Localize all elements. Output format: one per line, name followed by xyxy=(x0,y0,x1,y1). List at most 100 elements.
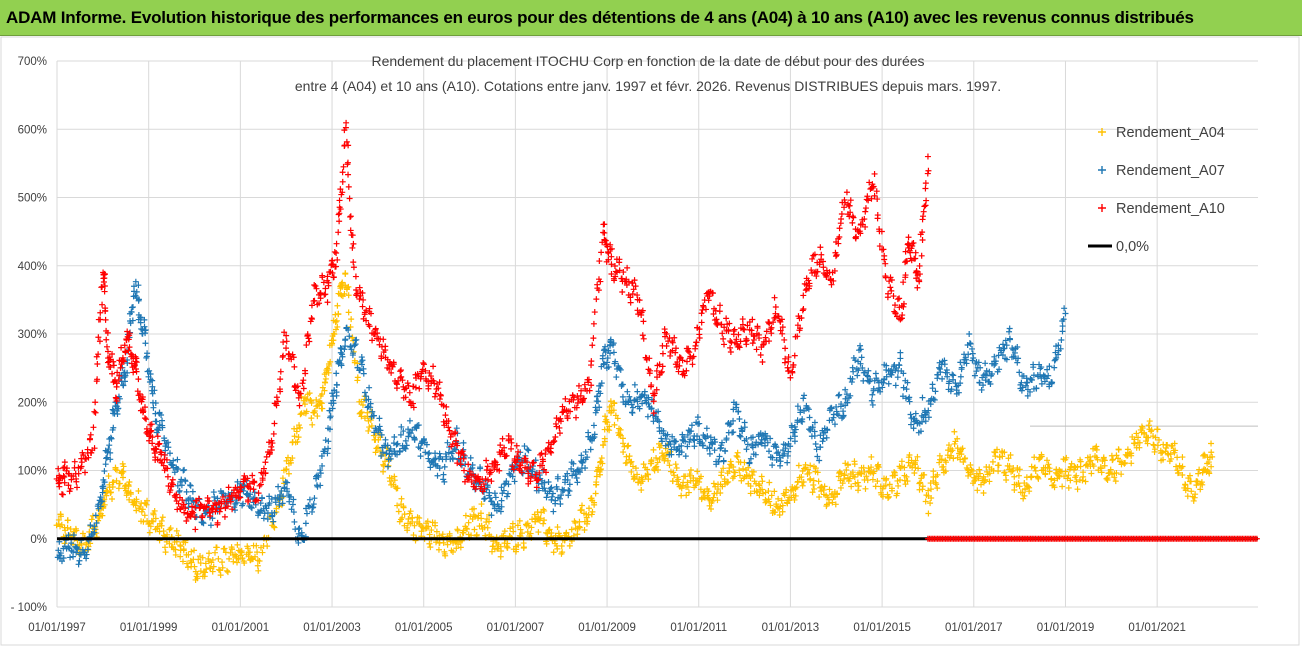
data-point xyxy=(600,361,607,368)
data-point xyxy=(733,452,740,459)
data-point xyxy=(547,485,554,492)
data-point xyxy=(1167,451,1174,458)
data-point xyxy=(91,408,98,415)
data-point xyxy=(724,479,731,486)
data-point xyxy=(372,449,379,456)
data-point xyxy=(645,394,652,401)
data-point xyxy=(756,492,763,499)
data-point xyxy=(960,458,967,465)
data-point xyxy=(676,362,683,369)
data-point xyxy=(782,355,789,362)
data-point xyxy=(659,438,666,445)
data-point xyxy=(893,492,900,499)
data-point xyxy=(671,334,678,341)
data-point xyxy=(566,481,573,488)
data-point xyxy=(354,374,361,381)
data-point xyxy=(498,497,505,504)
data-point xyxy=(219,564,226,571)
data-point xyxy=(224,569,231,576)
data-point xyxy=(958,366,965,373)
data-point xyxy=(949,371,956,378)
data-point xyxy=(427,464,434,471)
y-tick-label: 300% xyxy=(18,329,47,341)
data-point xyxy=(1028,377,1035,384)
data-point xyxy=(550,508,557,515)
data-point xyxy=(989,370,996,377)
data-point xyxy=(594,393,601,400)
data-point xyxy=(896,362,903,369)
data-point xyxy=(454,442,461,449)
data-point xyxy=(141,316,148,323)
data-point xyxy=(97,494,104,501)
data-point xyxy=(167,487,174,494)
data-point xyxy=(277,376,284,383)
data-point xyxy=(726,421,733,428)
data-point xyxy=(515,542,522,549)
data-point xyxy=(976,379,983,386)
data-point xyxy=(879,384,886,391)
data-point xyxy=(377,427,384,434)
data-point xyxy=(172,546,179,553)
data-point xyxy=(917,428,924,435)
data-point xyxy=(398,373,405,380)
data-point xyxy=(1090,463,1097,470)
data-point xyxy=(279,500,286,507)
data-point xyxy=(963,360,970,367)
data-point xyxy=(505,481,512,488)
data-point xyxy=(625,442,632,449)
data-point xyxy=(171,469,178,476)
data-point xyxy=(758,473,765,480)
data-point xyxy=(616,267,623,274)
data-point xyxy=(239,555,246,562)
data-point xyxy=(116,372,123,379)
data-point xyxy=(653,454,660,461)
data-point xyxy=(666,462,673,469)
x-tick-label: 01/01/2013 xyxy=(762,622,820,634)
data-point xyxy=(233,499,240,506)
data-point xyxy=(673,363,680,370)
data-point xyxy=(832,501,839,508)
data-point xyxy=(1001,469,1008,476)
data-point xyxy=(64,465,71,472)
data-point xyxy=(113,398,120,405)
data-point xyxy=(485,476,492,483)
data-point xyxy=(974,487,981,494)
data-point xyxy=(1079,477,1086,484)
data-point xyxy=(453,545,460,552)
data-point xyxy=(757,439,764,446)
performance-chart: - 100%0%100%200%300%400%500%600%700% 01/… xyxy=(0,36,1300,646)
data-point xyxy=(898,458,905,465)
data-point xyxy=(453,425,460,432)
data-point xyxy=(650,446,657,453)
data-point xyxy=(804,404,811,411)
data-point xyxy=(605,256,612,263)
data-point xyxy=(870,385,877,392)
data-point xyxy=(143,353,150,360)
x-tick-label: 01/01/2001 xyxy=(212,622,270,634)
data-point xyxy=(184,564,191,571)
data-point xyxy=(71,458,78,465)
data-point xyxy=(435,546,442,553)
data-point xyxy=(707,434,714,441)
data-point xyxy=(366,305,373,312)
data-point xyxy=(913,267,920,274)
data-point xyxy=(90,424,97,431)
data-point xyxy=(194,575,201,582)
data-point xyxy=(207,512,214,519)
data-point xyxy=(1197,486,1204,493)
data-point xyxy=(87,522,94,529)
data-point xyxy=(766,479,773,486)
data-point xyxy=(854,372,861,379)
data-point xyxy=(480,481,487,488)
data-point xyxy=(142,327,149,334)
data-point xyxy=(919,483,926,490)
data-point xyxy=(101,479,108,486)
data-point xyxy=(180,501,187,508)
data-point xyxy=(659,363,666,370)
data-point xyxy=(996,366,1003,373)
data-point xyxy=(1022,486,1028,493)
data-point xyxy=(793,484,800,491)
data-point xyxy=(915,465,922,472)
data-point xyxy=(425,455,432,462)
data-point xyxy=(578,506,585,513)
